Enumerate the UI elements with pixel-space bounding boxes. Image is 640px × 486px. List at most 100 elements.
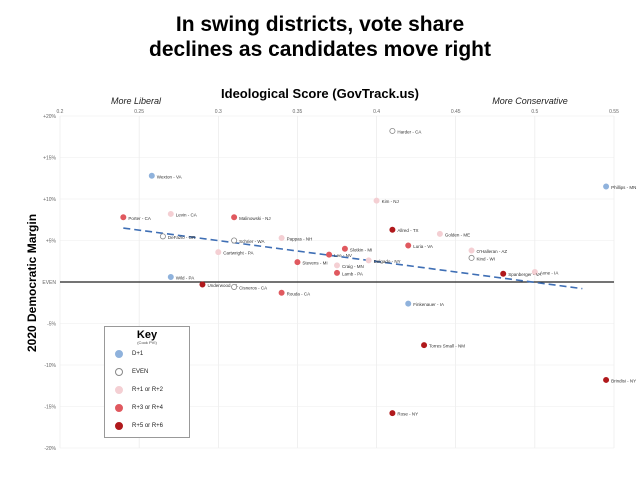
point-label: Finkenauer - IA xyxy=(413,302,444,307)
point-label: Kind - WI xyxy=(477,256,496,261)
trendline xyxy=(123,227,583,290)
data-point xyxy=(468,247,475,254)
legend-key: Key (Cook PVI) D+1 EVEN R+1 or R+2 R+3 or R… xyxy=(104,326,190,438)
key-row: D+1 xyxy=(105,345,189,363)
y-tick-label: +15% xyxy=(43,156,56,162)
x-tick-label: 0.2 xyxy=(57,109,64,115)
point-label: Wexton - VA xyxy=(157,174,182,179)
key-swatch xyxy=(115,404,123,412)
point-label: Stevens - MI xyxy=(302,261,327,266)
data-point xyxy=(278,235,285,242)
point-label: Slotkin - MI xyxy=(350,247,373,252)
data-point xyxy=(500,270,507,277)
point-label: O'Halleran - AZ xyxy=(477,249,508,254)
key-row: EVEN xyxy=(105,363,189,381)
data-point xyxy=(468,254,475,261)
key-swatch xyxy=(115,422,123,430)
point-label: Golden - ME xyxy=(445,232,470,237)
data-point xyxy=(148,172,155,179)
data-point xyxy=(436,230,443,237)
y-tick-label: +10% xyxy=(43,197,56,203)
data-point xyxy=(405,242,412,249)
data-point xyxy=(215,249,222,256)
data-point xyxy=(365,257,372,264)
key-row: R+5 or R+6 xyxy=(105,417,189,435)
x-tick-label: 0.5 xyxy=(531,109,538,115)
title-line-1: In swing districts, vote share xyxy=(175,13,465,36)
point-label: Craig - MN xyxy=(342,264,364,269)
more-liberal-label: More Liberal xyxy=(111,96,162,106)
y-axis-label: 2020 Democratic Margin xyxy=(25,214,39,352)
x-tick-label: 0.35 xyxy=(293,109,303,115)
data-point xyxy=(341,245,348,252)
y-tick-label: EVEN xyxy=(42,280,56,286)
data-point xyxy=(373,197,380,204)
data-point xyxy=(326,251,333,258)
data-point xyxy=(167,274,174,281)
point-label: Porter - CA xyxy=(128,216,151,221)
data-point xyxy=(389,410,396,417)
key-row: R+1 or R+2 xyxy=(105,381,189,399)
title-line-2: declines as candidates move right xyxy=(149,38,491,61)
key-subtitle: (Cook PVI) xyxy=(137,340,157,345)
key-swatch xyxy=(115,350,123,358)
data-point xyxy=(531,269,538,276)
key-row: R+3 or R+4 xyxy=(105,399,189,417)
x-tick-label: 0.55 xyxy=(609,109,619,115)
data-point xyxy=(294,259,301,266)
point-label: Cartwright - PA xyxy=(223,251,253,256)
key-label: R+3 or R+4 xyxy=(132,405,164,411)
data-point xyxy=(231,214,238,221)
point-label: DeFazio - OR xyxy=(168,235,196,240)
point-label: Rose - NY xyxy=(397,412,418,417)
y-tick-label: -5% xyxy=(47,322,56,328)
data-point xyxy=(389,127,396,134)
y-tick-label: -20% xyxy=(44,446,56,452)
data-point xyxy=(603,376,610,383)
point-label: Malinowski - NJ xyxy=(239,216,271,221)
chart-title: In swing districts, vote share declines … xyxy=(0,12,640,62)
point-label: Levin - CA xyxy=(176,212,197,217)
point-label: Kim - NJ xyxy=(382,199,399,204)
key-swatch xyxy=(115,386,123,394)
point-label: Lamb - PA xyxy=(342,271,363,276)
point-label: Torres Small - NM xyxy=(429,344,465,349)
point-label: Spanberger - VA xyxy=(508,272,541,277)
data-point xyxy=(333,262,340,269)
key-swatch xyxy=(115,368,123,376)
point-label: Rouda - CA xyxy=(287,291,311,296)
y-tick-label: +20% xyxy=(43,114,56,120)
data-point xyxy=(159,233,166,240)
point-label: Underwood - IL xyxy=(207,283,238,288)
point-label: Pappas - NH xyxy=(287,237,313,242)
data-point xyxy=(120,214,127,221)
y-tick-label: -15% xyxy=(44,405,56,411)
key-title: Key xyxy=(136,329,158,341)
data-point xyxy=(231,237,238,244)
x-axis-label: Ideological Score (GovTrack.us) xyxy=(221,86,419,101)
point-label: Allred - TX xyxy=(397,228,418,233)
key-label: D+1 xyxy=(132,351,144,357)
data-point xyxy=(405,300,412,307)
key-label: R+5 or R+6 xyxy=(132,423,164,429)
key-label: EVEN xyxy=(132,369,149,375)
point-label: Cisneros - CA xyxy=(239,285,267,290)
x-tick-label: 0.45 xyxy=(451,109,461,115)
data-point xyxy=(278,289,285,296)
point-label: Brindisi - NY xyxy=(611,378,636,383)
point-label: Lee - NV xyxy=(334,253,352,258)
y-tick-label: +5% xyxy=(46,239,57,245)
point-label: Axne - IA xyxy=(540,271,559,276)
data-point xyxy=(333,269,340,276)
data-point xyxy=(421,342,428,349)
data-point xyxy=(199,281,206,288)
data-point xyxy=(167,210,174,217)
key-label: R+1 or R+2 xyxy=(132,387,164,393)
x-tick-label: 0.4 xyxy=(373,109,380,115)
x-tick-label: 0.25 xyxy=(134,109,144,115)
point-label: Luria - VA xyxy=(413,244,433,249)
point-label: Schrier - WA xyxy=(239,239,264,244)
x-tick-label: 0.3 xyxy=(215,109,222,115)
data-point xyxy=(231,283,238,290)
